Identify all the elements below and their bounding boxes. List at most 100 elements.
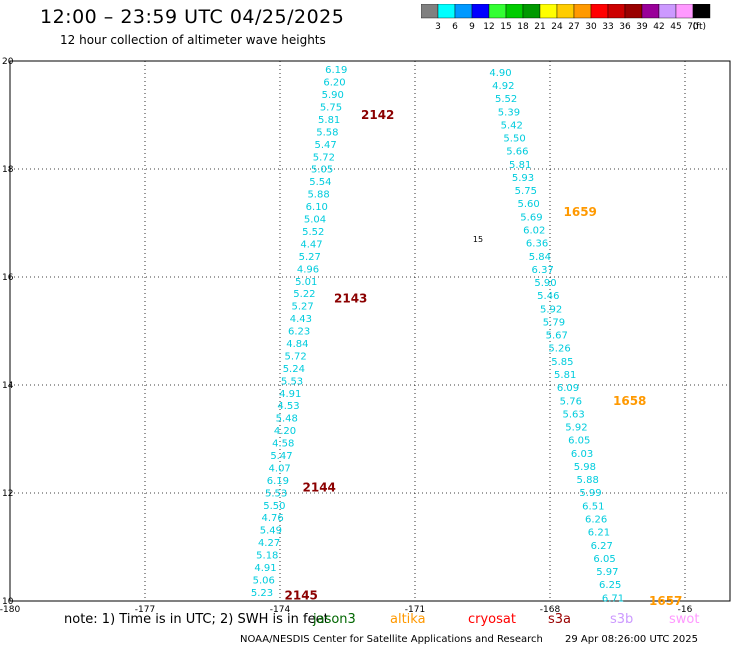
pass-time-label: 2142: [361, 108, 394, 122]
pass-time-label: 1657: [649, 594, 682, 608]
x-tick-label: -168: [540, 605, 561, 615]
legend-label: 9: [469, 22, 475, 32]
pass-time-label: 2144: [303, 481, 336, 495]
credit-text: NOAA/NESDIS Center for Satellite Applica…: [240, 634, 543, 645]
wave-height-label: 5.75: [515, 186, 537, 197]
wave-height-label: 5.24: [283, 364, 305, 375]
satellite-jason3: jason3: [313, 612, 356, 627]
wave-height-label: 5.90: [322, 90, 344, 101]
wave-height-label: 4.47: [300, 239, 322, 250]
wave-height-label: 5.46: [537, 291, 559, 302]
wave-height-label: 6.05: [593, 554, 615, 565]
wave-height-label: 6.03: [571, 449, 593, 460]
legend-label: 21: [534, 22, 545, 32]
wave-height-label: 5.84: [529, 252, 551, 263]
wave-height-label: 4.07: [269, 463, 291, 474]
wave-height-label: 5.53: [281, 376, 303, 387]
wave-height-label: 5.66: [506, 147, 528, 158]
wave-height-label: 6.09: [557, 383, 579, 394]
color-legend: 3 6 9 12 15 18 21 24 27 30 33 36 39 42 45 70(ft): [421, 4, 711, 32]
wave-height-label: 5.01: [295, 277, 317, 288]
wave-height-label: 5.50: [503, 134, 525, 145]
wave-height-label: 6.02: [523, 226, 545, 237]
wave-height-label: 5.54: [309, 177, 331, 188]
wave-height-label: 6.21: [588, 528, 610, 539]
x-tick-label: -171: [405, 605, 425, 615]
wave-height-label: 5.52: [495, 94, 517, 105]
pass-time-label: 2143: [334, 292, 367, 306]
legend-swatch: [692, 4, 711, 19]
wave-height-label: 5.49: [260, 526, 282, 537]
legend-label: 27: [568, 22, 579, 32]
wave-height-label: 4.84: [286, 339, 308, 350]
wave-height-label: 4.92: [492, 81, 514, 92]
wave-height-label: 4.96: [297, 264, 319, 275]
legend-label: 42: [653, 22, 664, 32]
legend-label: 24: [551, 22, 563, 32]
wave-height-label: 5.97: [596, 567, 618, 578]
wave-height-label: 5.26: [548, 344, 570, 355]
legend-label: 70: [687, 22, 699, 32]
wave-height-label: 5.88: [577, 475, 599, 486]
wave-height-label: 5.52: [302, 227, 324, 238]
wave-height-label: 5.47: [315, 140, 337, 151]
wave-height-label: 5.27: [292, 302, 314, 313]
satellite-s3a: s3a: [548, 612, 572, 627]
wave-height-label: 6.37: [532, 265, 554, 276]
y-tick-label: 14: [2, 381, 14, 391]
wave-height-label: 5.39: [498, 107, 520, 118]
wave-height-label: 5.47: [270, 451, 292, 462]
wave-height-label: 5.27: [299, 252, 321, 263]
wave-height-label: 6.25: [599, 580, 621, 591]
plot-frame: [9, 60, 731, 602]
wave-height-label: 6.36: [526, 239, 548, 250]
y-tick-label: 12: [2, 489, 13, 499]
wave-height-label: 5.92: [540, 304, 562, 315]
wave-height-label: 4.90: [489, 68, 511, 79]
page-subtitle: 12 hour collection of altimeter wave hei…: [60, 33, 326, 47]
wave-height-label: 5.85: [551, 357, 573, 368]
legend-label: 18: [517, 22, 529, 32]
legend-label: 3: [435, 22, 441, 32]
wave-height-label: 6.19: [267, 476, 289, 487]
wave-height-label: 5.58: [316, 127, 338, 138]
wave-height-label: 5.42: [501, 120, 523, 131]
wave-height-label: 5.72: [284, 351, 306, 362]
satellite-s3b: s3b: [610, 612, 634, 627]
wave-height-label: 5.72: [313, 152, 335, 163]
wave-height-label: 4.53: [277, 401, 299, 412]
wave-height-label: 5.75: [320, 103, 342, 114]
wave-height-label: 5.90: [534, 278, 556, 289]
note-text: note: 1) Time is in UTC; 2) SWH is in fe…: [64, 612, 329, 627]
satellite-altika: altika: [390, 612, 426, 627]
wave-height-label: 5.92: [565, 423, 587, 434]
wave-height-label: 4.91: [254, 563, 276, 574]
legend-label: 15: [500, 22, 511, 32]
wave-height-label: 6.05: [568, 436, 590, 447]
wave-height-label: 5.79: [543, 317, 565, 328]
satellite-cryosat: cryosat: [468, 612, 516, 627]
island-marker: 15: [473, 235, 483, 244]
wave-height-label: 6.71: [602, 593, 624, 604]
wave-height-label: 5.81: [509, 160, 531, 171]
wave-height-label: 5.04: [304, 215, 326, 226]
wave-height-label: 5.69: [520, 212, 542, 223]
legend-label: 39: [636, 22, 648, 32]
legend-label: 12: [483, 22, 494, 32]
wave-height-label: 5.60: [517, 199, 539, 210]
wave-height-label: 6.20: [323, 78, 345, 89]
wave-height-label: 5.98: [574, 462, 596, 473]
x-tick-label: -174: [270, 605, 291, 615]
timestamp-text: 29 Apr 08:26:00 UTC 2025: [565, 634, 698, 645]
wave-height-label: 5.05: [311, 165, 333, 176]
legend-label: 30: [585, 22, 597, 32]
wave-height-label: 5.06: [253, 575, 275, 586]
wave-height-label: 4.43: [290, 314, 312, 325]
wave-height-label: 5.63: [562, 409, 584, 420]
satellite-legend: jason3 altika cryosat s3a s3b swot: [0, 612, 740, 630]
satellite-swot: swot: [669, 612, 700, 627]
wave-height-label: 5.22: [293, 289, 315, 300]
pass-time-label: 1658: [613, 394, 646, 408]
wave-height-label: 5.67: [546, 331, 568, 342]
wave-height-label: 5.50: [263, 501, 285, 512]
